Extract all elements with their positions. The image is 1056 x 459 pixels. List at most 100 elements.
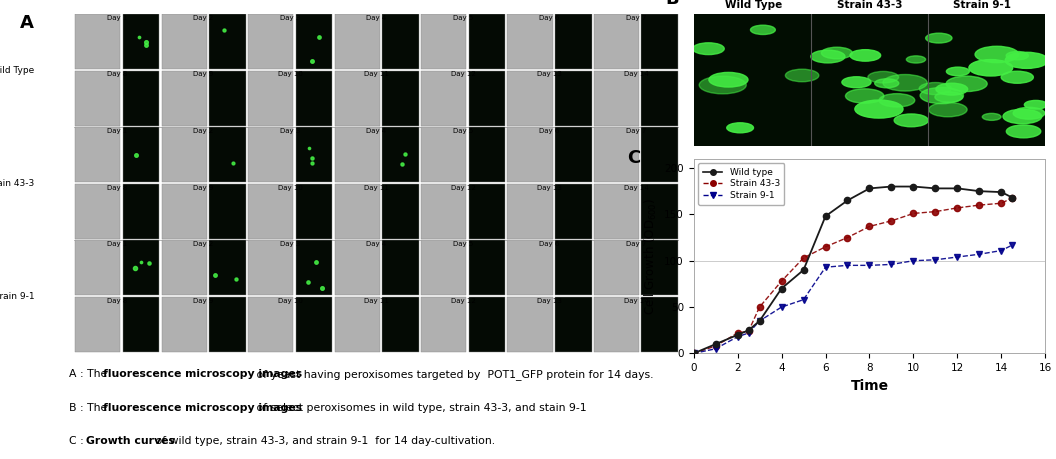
Bar — [469, 127, 505, 182]
Bar — [248, 184, 294, 239]
Bar — [641, 14, 678, 69]
Bar — [209, 240, 246, 295]
Bar — [209, 71, 246, 126]
Bar — [335, 127, 380, 182]
Bar — [508, 297, 552, 353]
Text: C :: C : — [69, 436, 87, 446]
Bar — [641, 297, 678, 353]
Bar — [382, 127, 418, 182]
X-axis label: Time: Time — [850, 379, 888, 393]
Circle shape — [894, 114, 928, 127]
Bar — [421, 71, 466, 126]
Text: Day 14: Day 14 — [624, 185, 648, 190]
Bar — [296, 14, 332, 69]
Bar — [122, 240, 159, 295]
Bar — [555, 127, 591, 182]
Circle shape — [850, 50, 881, 61]
Text: Day 14: Day 14 — [624, 298, 648, 304]
Text: Day 4: Day 4 — [366, 241, 386, 247]
Text: Day 12: Day 12 — [451, 185, 475, 190]
Text: Day 10: Day 10 — [278, 185, 302, 190]
Bar — [248, 240, 294, 295]
Bar — [209, 297, 246, 353]
Text: Day 7: Day 7 — [626, 241, 646, 247]
Bar — [382, 71, 418, 126]
Bar — [122, 127, 159, 182]
Y-axis label: Cell Growth (OD$_{600}$): Cell Growth (OD$_{600}$) — [642, 198, 659, 314]
Bar — [122, 71, 159, 126]
Bar — [421, 184, 466, 239]
Bar — [335, 184, 380, 239]
Bar — [508, 240, 552, 295]
Text: Strain 43-3: Strain 43-3 — [836, 0, 902, 10]
Text: Day 5: Day 5 — [453, 241, 473, 247]
Circle shape — [822, 47, 852, 59]
Bar — [469, 297, 505, 353]
Circle shape — [855, 100, 903, 118]
Text: Day 7: Day 7 — [626, 128, 646, 134]
Bar — [75, 240, 120, 295]
Text: Day 2: Day 2 — [193, 241, 213, 247]
Bar — [593, 240, 639, 295]
Bar — [469, 184, 505, 239]
Text: Day 1: Day 1 — [107, 241, 128, 247]
Bar — [382, 14, 418, 69]
Text: Day 12: Day 12 — [451, 72, 475, 78]
Text: Day 6: Day 6 — [540, 128, 560, 134]
Bar — [421, 14, 466, 69]
Circle shape — [1013, 107, 1044, 119]
Bar — [296, 71, 332, 126]
Circle shape — [699, 76, 747, 94]
Bar — [555, 14, 591, 69]
Bar — [75, 14, 120, 69]
Bar — [162, 184, 207, 239]
Bar — [296, 127, 332, 182]
Circle shape — [920, 87, 963, 104]
Text: C: C — [626, 149, 640, 167]
Circle shape — [1001, 71, 1034, 83]
Circle shape — [1006, 51, 1029, 60]
Text: of yeast having peroxisomes targeted by  POT1_GFP protein for 14 days.: of yeast having peroxisomes targeted by … — [253, 369, 654, 381]
Text: Day 4: Day 4 — [366, 128, 386, 134]
Circle shape — [879, 94, 914, 107]
Circle shape — [842, 77, 871, 88]
Bar — [555, 184, 591, 239]
Circle shape — [1006, 125, 1041, 138]
Circle shape — [883, 74, 927, 91]
Legend: Wild type, Strain 43-3, Strain 9-1: Wild type, Strain 43-3, Strain 9-1 — [698, 163, 785, 205]
Bar — [641, 127, 678, 182]
Circle shape — [709, 73, 748, 87]
Bar — [382, 240, 418, 295]
Bar — [555, 297, 591, 353]
Text: Strain 9-1: Strain 9-1 — [954, 0, 1011, 10]
Bar — [641, 71, 678, 126]
Circle shape — [846, 89, 884, 103]
Circle shape — [928, 102, 967, 117]
Text: Day 9: Day 9 — [193, 72, 213, 78]
Circle shape — [1003, 109, 1041, 124]
Text: Day 14: Day 14 — [624, 72, 648, 78]
Bar — [162, 14, 207, 69]
Text: Day 11: Day 11 — [364, 72, 389, 78]
Bar — [209, 127, 246, 182]
Bar — [593, 71, 639, 126]
Text: Wild Type: Wild Type — [0, 66, 35, 75]
Bar — [555, 71, 591, 126]
Circle shape — [926, 33, 953, 43]
Text: Day 8: Day 8 — [107, 72, 128, 78]
Bar — [469, 14, 505, 69]
Bar — [382, 184, 418, 239]
Bar — [421, 127, 466, 182]
Circle shape — [868, 72, 899, 83]
Text: Day 9: Day 9 — [193, 185, 213, 190]
Text: Day 13: Day 13 — [538, 298, 562, 304]
Bar — [508, 14, 552, 69]
Circle shape — [1005, 52, 1049, 68]
Circle shape — [1024, 101, 1048, 109]
Bar — [296, 297, 332, 353]
Text: Wild Type: Wild Type — [724, 0, 782, 10]
Bar — [421, 240, 466, 295]
Text: Day 11: Day 11 — [364, 185, 389, 190]
Text: Day 6: Day 6 — [540, 15, 560, 21]
Text: Day 3: Day 3 — [280, 241, 300, 247]
